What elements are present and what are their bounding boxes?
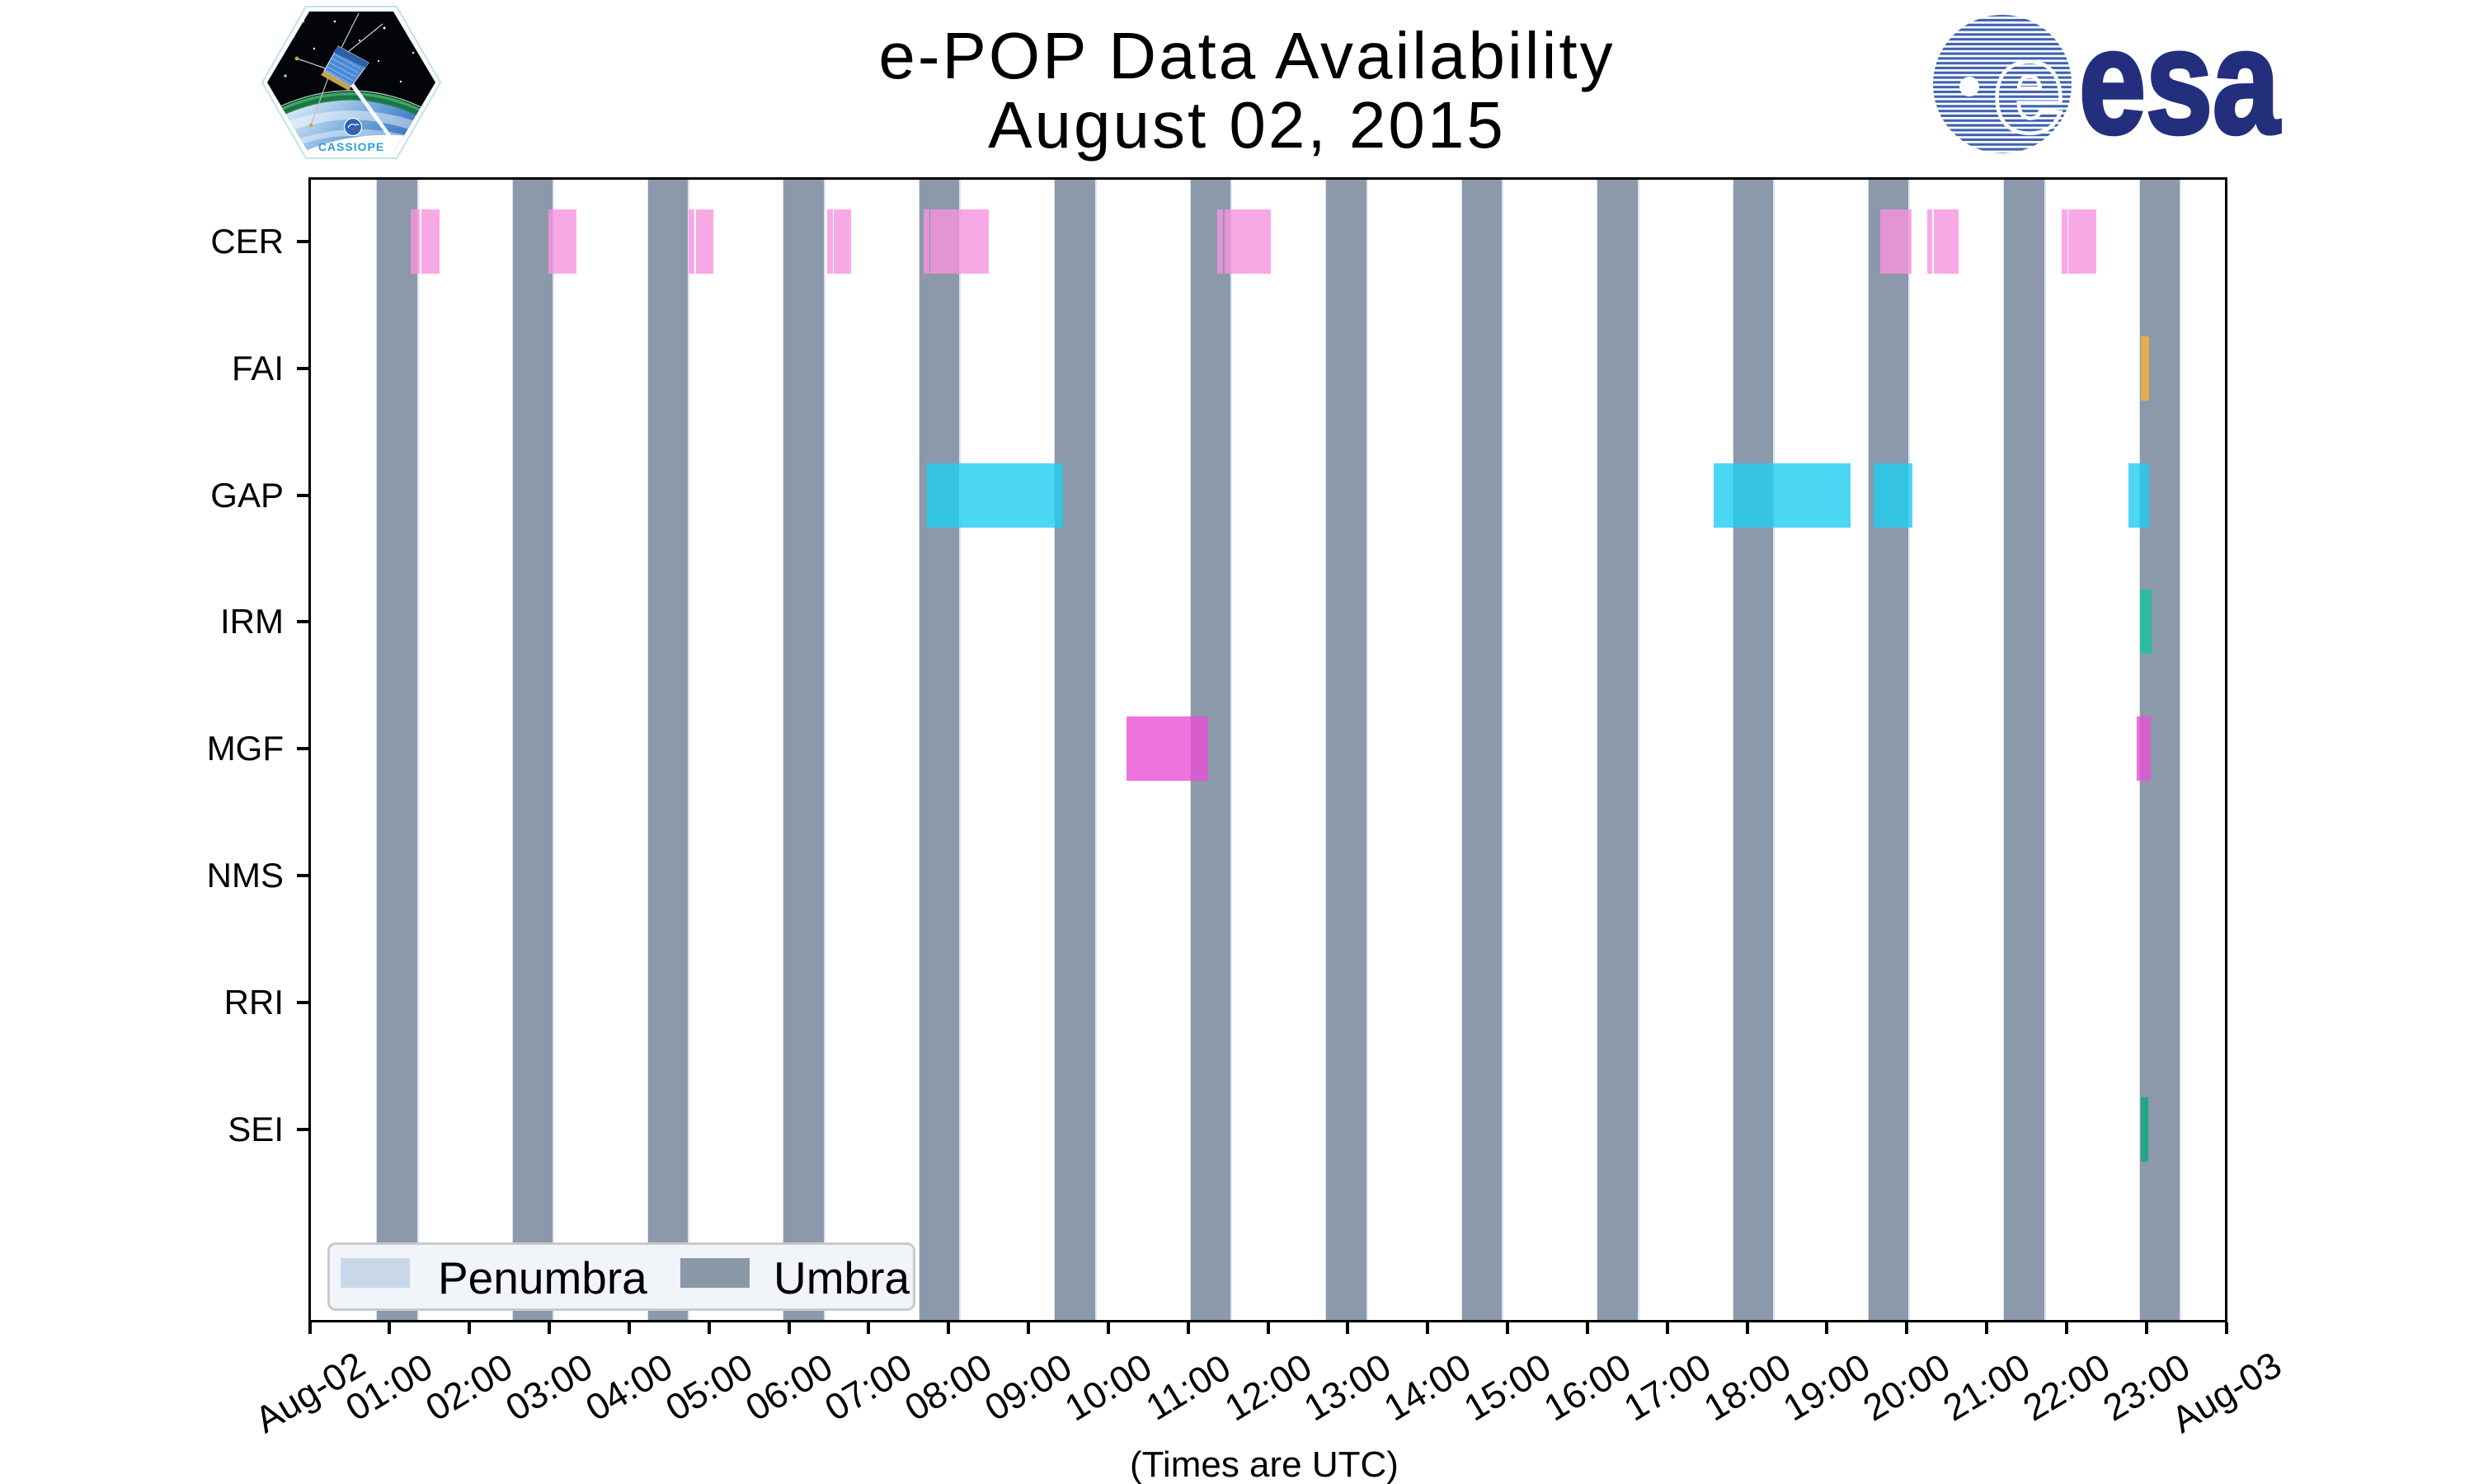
svg-text:CASSIOPE: CASSIOPE (318, 140, 384, 153)
svg-text:esa: esa (2079, 8, 2281, 165)
svg-text:e: e (1994, 18, 2062, 157)
